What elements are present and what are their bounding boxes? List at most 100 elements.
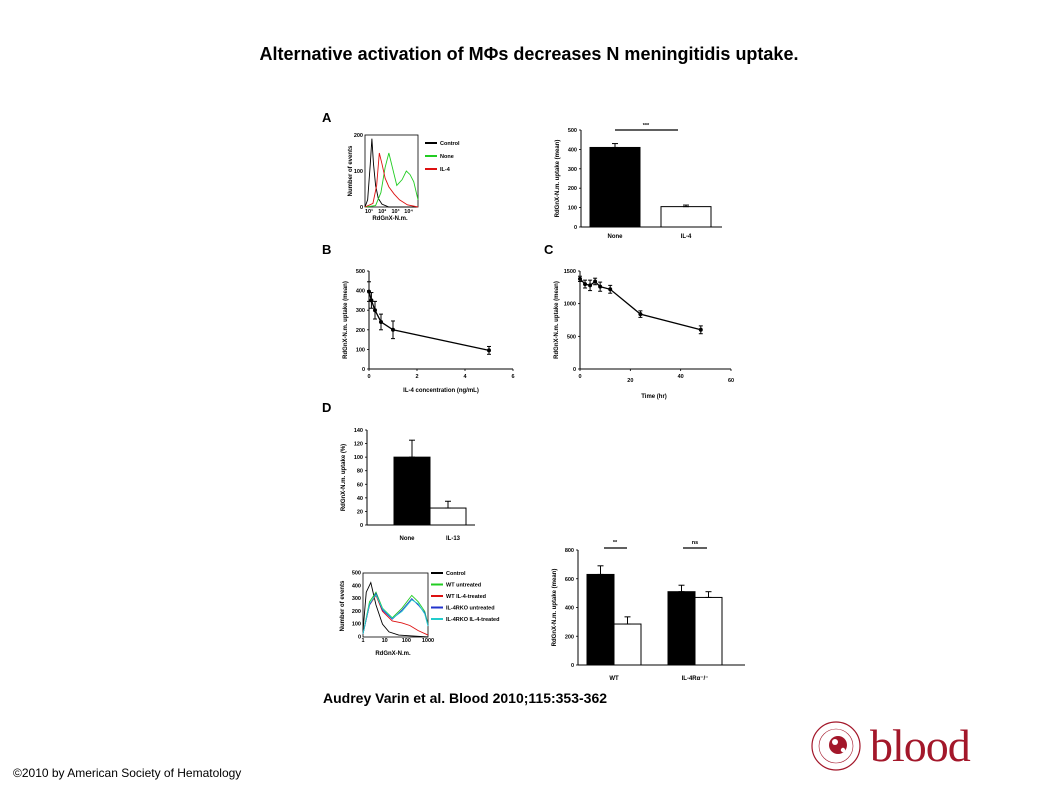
x-axis-label: RdGnX-N.m. — [375, 651, 411, 657]
significance-label: ** — [613, 540, 618, 546]
y-tick-label: 200 — [354, 133, 363, 139]
histogram-curve-none — [364, 152, 419, 208]
blood-logo-text: blood — [870, 720, 971, 771]
y-tick-label: 100 — [354, 169, 363, 175]
data-point — [369, 298, 374, 303]
bar-chart-a: 0 100 200 300 400 500 RdGnX-N.m. uptake (mean)… — [555, 123, 722, 240]
y-tick-label: 400 — [352, 583, 361, 589]
x-tick-label: 10² — [378, 208, 386, 215]
y-tick-label: 600 — [565, 577, 574, 583]
data-point — [373, 308, 377, 313]
x-tick-label: 0 — [578, 374, 581, 380]
y-tick-label: 500 — [568, 128, 577, 134]
y-axis-label: RdGnX-N.m. uptake (mean) — [554, 281, 560, 359]
y-tick-label: 500 — [356, 269, 365, 275]
x-tick-label: 10 — [382, 638, 388, 644]
y-tick-label: 100 — [352, 622, 361, 628]
bar — [586, 573, 615, 666]
grouped-bar-chart-d: 0 200 400 600 800 RdGnX-N.m. uptake (mean) WT I… — [552, 540, 745, 682]
x-tick-label: 40 — [678, 374, 684, 380]
histogram-curve-control — [364, 138, 418, 208]
x-tick-label: IL-4Rα⁻/⁻ — [682, 676, 709, 682]
x-tick-label: 10⁴ — [404, 209, 413, 215]
line-chart-c: 0 500 1000 1500 RdGnX-N.m. uptake (mean) 0 20 4… — [554, 269, 734, 400]
legend-label: IL-4RKO IL-4-treated — [446, 617, 499, 623]
bar — [429, 507, 467, 526]
y-axis-label: RdGnX-N.m. uptake (mean) — [555, 140, 561, 218]
blood-logo-emblem — [811, 721, 861, 771]
histogram-curve-il4 — [364, 152, 419, 208]
histogram-d: 0 100 200 300 400 500 1 10 100 1000 RdGnX-N.m. Numb… — [340, 571, 499, 658]
data-point — [583, 282, 588, 287]
legend-label: Control — [440, 141, 460, 147]
legend-label: WT IL-4-treated — [446, 594, 486, 600]
data-point — [598, 284, 603, 289]
x-tick-label: None — [608, 234, 624, 240]
copyright: ©2010 by American Society of Hematology — [13, 766, 242, 780]
legend-label: IL-4RKO untreated — [446, 606, 495, 612]
x-tick-label: 4 — [463, 374, 467, 380]
bar — [589, 146, 641, 228]
legend-label: Control — [446, 571, 466, 577]
y-tick-label: 80 — [357, 469, 363, 475]
data-point — [593, 279, 598, 284]
y-tick-label: 100 — [356, 347, 365, 353]
significance-label: ns — [692, 540, 698, 546]
x-tick-label: 100 — [402, 638, 411, 644]
y-tick-label: 300 — [352, 596, 361, 602]
y-tick-label: 0 — [360, 205, 363, 211]
histogram-curve-control — [362, 581, 429, 638]
y-tick-label: 1000 — [564, 302, 576, 308]
bar — [613, 623, 642, 666]
x-tick-label: 60 — [728, 378, 734, 384]
x-tick-label: IL-13 — [446, 536, 461, 542]
bar-chart-d: 0 20 40 60 80 100 120 140 RdGnX-N.m. uptake (%) N… — [341, 428, 475, 542]
panel-letter-b: B — [322, 242, 331, 257]
bar — [667, 591, 696, 666]
significance-label: *** — [643, 123, 650, 129]
y-tick-label: 0 — [360, 523, 363, 529]
y-tick-label: 100 — [354, 455, 363, 461]
bar — [660, 206, 712, 228]
x-tick-label: 6 — [511, 374, 514, 380]
x-tick-label: IL-4 — [681, 234, 692, 240]
y-tick-label: 300 — [356, 308, 365, 314]
y-tick-label: 140 — [354, 428, 363, 434]
line-chart-b: 0 100 200 300 400 500 RdGnX-N.m. uptake (mean)… — [343, 269, 515, 394]
figure-title: Alternative activation of MΦs decreases … — [259, 44, 799, 64]
x-tick-label: 1 — [361, 638, 364, 644]
x-axis-label: RdGnX-N.m. — [372, 216, 408, 222]
data-point — [608, 287, 613, 292]
x-tick-label: 1000 — [422, 638, 434, 644]
bar — [694, 596, 723, 666]
data-point — [638, 312, 643, 317]
panel-letter-a: A — [322, 110, 332, 125]
y-axis-label: RdGnX-N.m. uptake (mean) — [552, 569, 558, 647]
y-tick-label: 120 — [354, 442, 363, 448]
x-tick-label: 2 — [415, 374, 418, 380]
y-axis-label: Number of events — [340, 580, 346, 631]
y-tick-label: 500 — [567, 334, 576, 340]
y-axis-label: Number of events — [348, 145, 354, 196]
citation: Audrey Varin et al. Blood 2010;115:353-3… — [323, 690, 608, 706]
legend-label: None — [440, 154, 454, 160]
y-tick-label: 100 — [568, 206, 577, 212]
y-tick-label: 0 — [571, 663, 574, 669]
panel-letter-d: D — [322, 400, 331, 415]
data-point — [698, 327, 703, 332]
x-tick-label: None — [400, 536, 416, 542]
data-point — [391, 327, 395, 332]
histogram-curve-wt-untreated — [362, 591, 429, 634]
x-tick-label: 10³ — [391, 208, 399, 215]
data-point — [379, 319, 383, 324]
x-tick-label: 10¹ — [365, 208, 373, 215]
legend-label: WT untreated — [446, 583, 481, 589]
plot-frame — [362, 572, 429, 638]
panel-letter-c: C — [544, 242, 554, 257]
y-tick-label: 400 — [356, 289, 365, 295]
y-tick-label: 400 — [568, 147, 577, 153]
data-point — [487, 348, 491, 353]
y-tick-label: 400 — [565, 606, 574, 612]
